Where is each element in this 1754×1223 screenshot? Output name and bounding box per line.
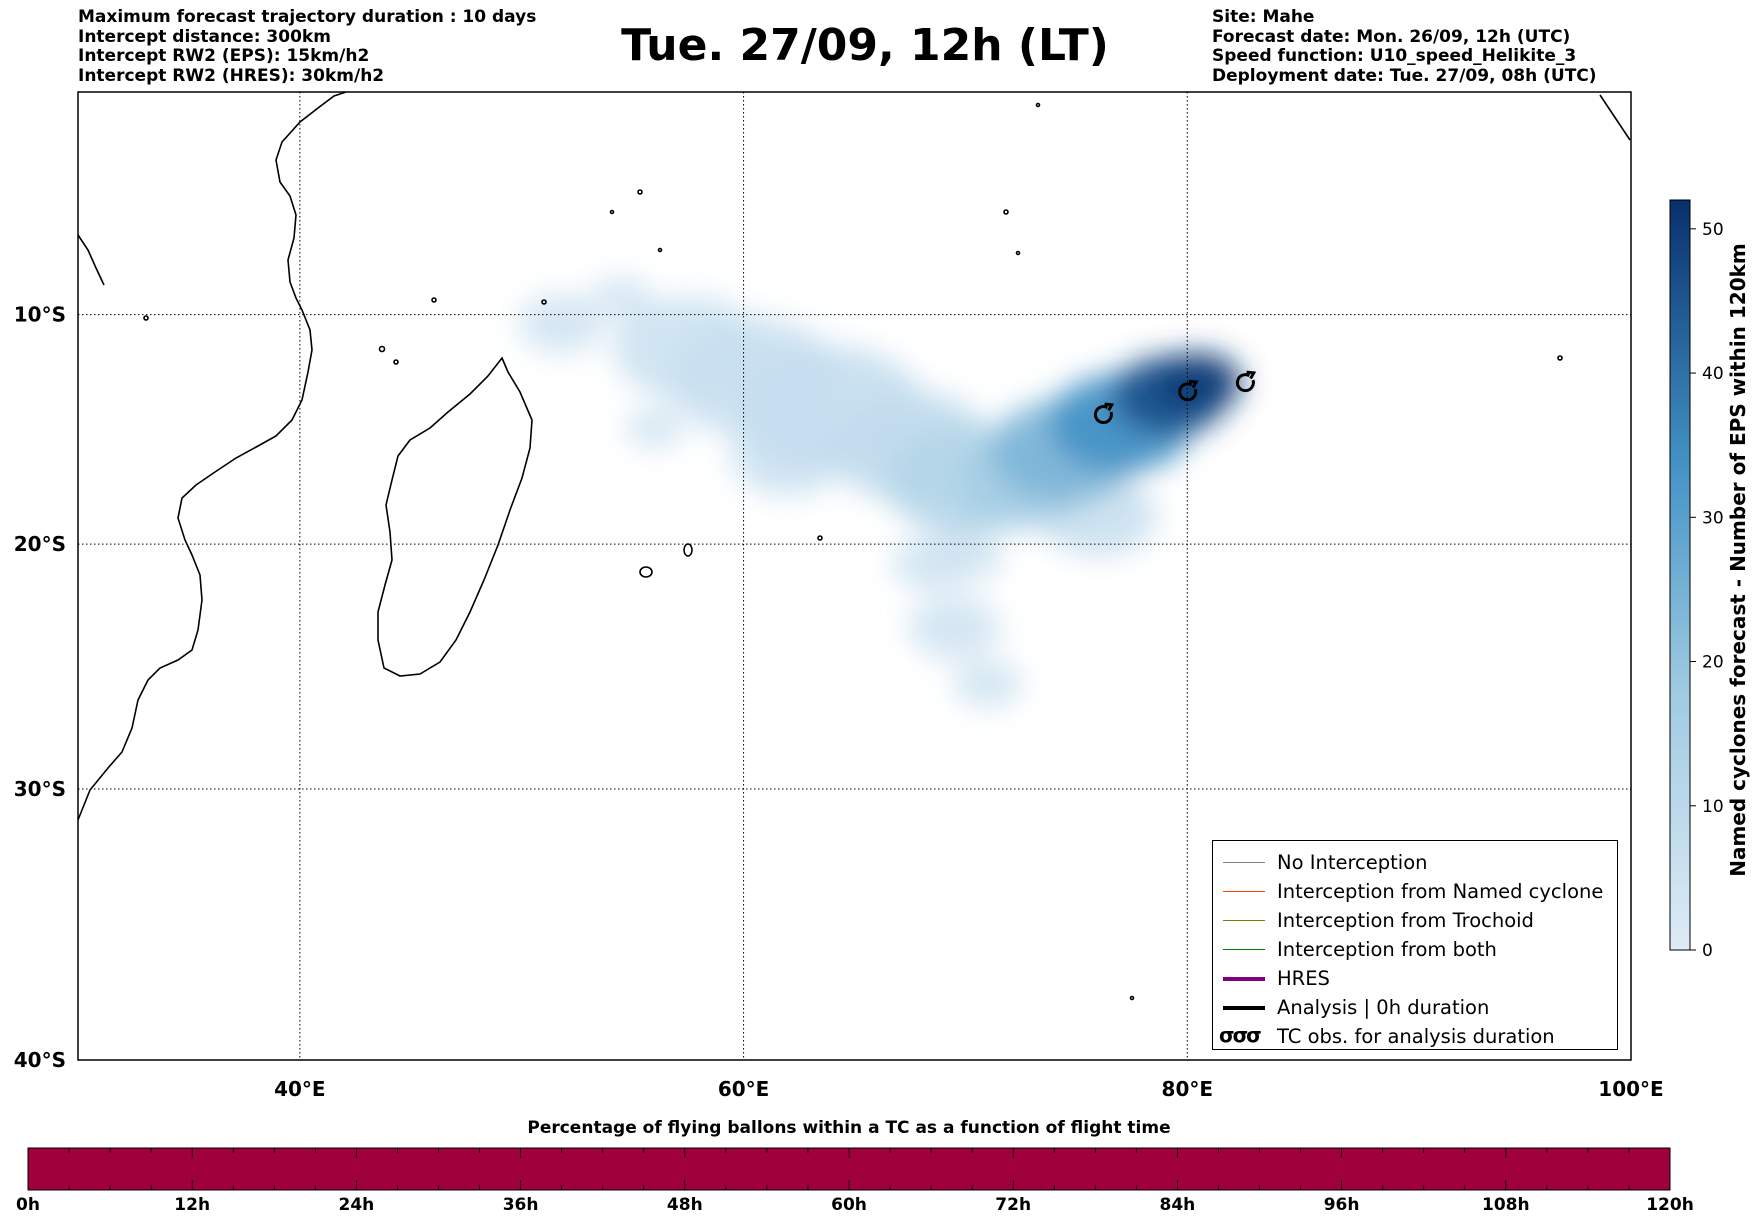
intercept-distance-text: Intercept distance: 300km [78, 26, 331, 47]
cbar-tick-label-20: 20 [1702, 653, 1724, 673]
density-blob-2 [625, 408, 684, 449]
forecast-date-text: Forecast date: Mon. 26/09, 12h (UTC) [1212, 26, 1571, 47]
legend-line-4 [1223, 977, 1265, 981]
flight-time-title: Percentage of flying ballons within a TC… [527, 1118, 1171, 1138]
cbar-tick-label-30: 30 [1702, 508, 1724, 528]
density-blob-1 [518, 293, 605, 354]
cbar-tick-label-10: 10 [1702, 797, 1724, 817]
gridlines [78, 92, 1631, 1060]
time-tick-label-7: 84h [1159, 1195, 1196, 1215]
intercept-eps-text: Intercept RW2 (EPS): 15km/h2 [78, 46, 370, 66]
lat-label-m10: 10°S [14, 303, 66, 327]
legend-label-3: Interception from both [1277, 938, 1497, 961]
legend-item-5: Analysis | 0h duration [1213, 994, 1617, 1022]
legend-item-3: Interception from both [1213, 936, 1617, 964]
deployment-date-text: Deployment date: Tue. 27/09, 08h (UTC) [1212, 65, 1597, 86]
latitude-labels: 10°S 20°S 30°S 40°S [14, 303, 66, 1072]
time-tick-label-1: 12h [174, 1195, 211, 1215]
legend-item-0: No Interception [1213, 849, 1617, 877]
max-duration-text: Maximum forecast trajectory duration : 1… [78, 7, 537, 27]
lon-label-80: 80°E [1162, 1077, 1214, 1101]
lat-label-m40: 40°S [14, 1048, 66, 1072]
lon-label-100: 100°E [1598, 1077, 1663, 1101]
colorbar-ticks: 0 10 20 30 40 50 [1690, 220, 1724, 961]
header-left-info: Maximum forecast trajectory duration : 1… [78, 7, 537, 86]
legend-label-5: Analysis | 0h duration [1277, 996, 1490, 1019]
density-blob-18 [1155, 352, 1242, 413]
tc-symbol-icon-1 [1178, 379, 1199, 402]
longitude-labels: 40°E 60°E 80°E 100°E [274, 1077, 1664, 1101]
time-tick-label-6: 72h [995, 1195, 1032, 1215]
coastline-layer [78, 92, 1631, 1001]
legend-line-1 [1223, 891, 1265, 892]
legend-label-6: TC obs. for analysis duration [1277, 1025, 1555, 1048]
legend-line-5 [1223, 1006, 1265, 1010]
lon-label-40: 40°E [274, 1077, 326, 1101]
madagascar-coastline [377, 356, 533, 677]
time-tick-label-9: 108h [1482, 1195, 1530, 1215]
legend-label-0: No Interception [1277, 851, 1428, 874]
legend-label-1: Interception from Named cyclone [1277, 880, 1604, 903]
legend-line-2 [1223, 920, 1265, 921]
time-tick-label-4: 48h [666, 1195, 703, 1215]
legend-line-0 [1223, 862, 1265, 863]
horn-coastline [78, 234, 105, 286]
tc-symbol-icon-2 [1235, 370, 1257, 393]
mauritius-island [683, 543, 693, 557]
lat-label-m30: 30°S [14, 777, 66, 801]
legend-item-2: Interception from Trochoid [1213, 907, 1617, 935]
time-tick-label-10: 120h [1646, 1195, 1694, 1215]
site-text: Site: Mahe [1212, 7, 1315, 27]
page-title: Tue. 27/09, 12h (LT) [621, 20, 1109, 71]
cbar-tick-label-50: 50 [1702, 220, 1724, 240]
time-tick-label-0: 0h [16, 1195, 40, 1215]
density-blob-6 [953, 659, 1023, 708]
speed-function-text: Speed function: U10_speed_Helikite_3 [1212, 46, 1577, 66]
map-frame [77, 91, 1632, 1061]
time-tick-label-8: 96h [1323, 1195, 1360, 1215]
cbar-tick-label-40: 40 [1702, 364, 1724, 384]
map-legend: No Interception Interception from Named c… [1212, 840, 1618, 1050]
density-blob-4 [927, 530, 1003, 582]
flight-time-minor-ticks [27, 1148, 1671, 1190]
tc-observations [1093, 370, 1257, 424]
time-tick-label-3: 36h [502, 1195, 539, 1215]
cbar-tick-label-0: 0 [1702, 941, 1713, 961]
density-colorbar [1669, 199, 1691, 951]
africa-coastline [78, 92, 347, 821]
density-blob-5 [908, 595, 1001, 660]
header-right-info: Site: Mahe Forecast date: Mon. 26/09, 12… [1212, 7, 1597, 86]
time-tick-label-2: 24h [338, 1195, 375, 1215]
eps-density-field [518, 276, 1242, 708]
colorbar-label: Named cyclones forecast - Number of EPS … [1726, 243, 1750, 877]
intercept-hres-text: Intercept RW2 (HRES): 30km/h2 [78, 65, 385, 86]
tc-symbol-icon-0 [1093, 402, 1115, 424]
tc-symbol-icon: σσσ [1219, 1023, 1262, 1047]
legend-item-4: HRES [1213, 965, 1617, 993]
lat-label-m20: 20°S [14, 532, 66, 556]
lon-label-60: 60°E [718, 1077, 770, 1101]
density-blob-0 [592, 276, 651, 317]
legend-label-2: Interception from Trochoid [1277, 909, 1534, 932]
legend-label-4: HRES [1277, 967, 1330, 990]
time-tick-label-5: 60h [831, 1195, 867, 1215]
legend-line-3 [1223, 949, 1265, 950]
reunion-island [639, 566, 653, 578]
legend-item-1: Interception from Named cyclone [1213, 878, 1617, 906]
legend-item-6: σσσ TC obs. for analysis duration [1213, 1023, 1617, 1051]
